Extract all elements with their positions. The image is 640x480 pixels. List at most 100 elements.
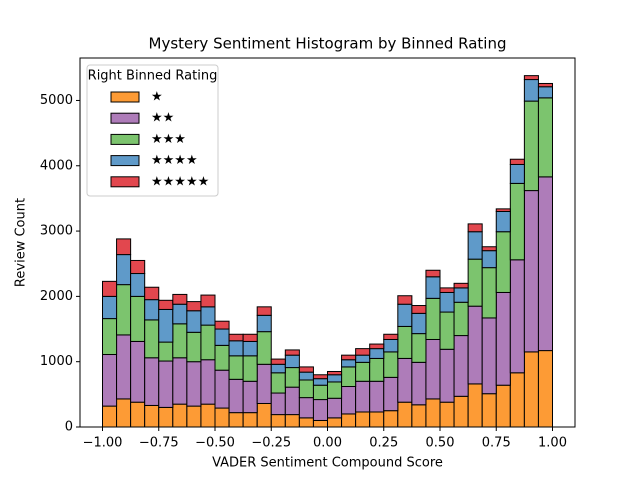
y-tick-label: 5000 (40, 93, 73, 108)
bar (411, 361, 427, 406)
bar (270, 372, 286, 394)
bar (256, 331, 272, 365)
x-tick-label: 1.00 (538, 436, 567, 451)
bar (355, 348, 371, 356)
bar (439, 287, 455, 293)
bar (411, 333, 427, 363)
legend-label: ★★★★★ (151, 174, 209, 189)
legend-title: Right Binned Rating (88, 69, 218, 84)
legend-swatch (110, 112, 140, 124)
bar (256, 314, 272, 333)
bar (453, 282, 469, 289)
bar (130, 295, 146, 342)
bar (158, 299, 174, 310)
bar (453, 335, 469, 397)
bar (200, 306, 216, 326)
bar (102, 318, 118, 356)
bar (256, 306, 272, 316)
bar (467, 231, 483, 260)
bar (467, 305, 483, 385)
bar (242, 412, 258, 428)
x-tick-label: −0.50 (195, 436, 235, 451)
legend-label: ★★★★ (151, 153, 198, 168)
bar (341, 354, 357, 361)
bar (481, 393, 497, 428)
legend-swatch (110, 133, 140, 145)
bar (116, 284, 132, 336)
bar (116, 254, 132, 286)
bar (369, 411, 385, 428)
legend-swatch (110, 91, 140, 103)
bar (270, 363, 286, 374)
bar (200, 294, 216, 308)
bar (369, 357, 385, 382)
bar (369, 348, 385, 359)
bar (144, 286, 160, 301)
bar (523, 75, 539, 81)
bar (144, 357, 160, 406)
bar (312, 374, 328, 380)
bar (481, 246, 497, 252)
bar (270, 414, 286, 428)
bar (214, 407, 230, 428)
bar (214, 369, 230, 409)
bar (144, 299, 160, 321)
bar (425, 276, 441, 299)
bar (467, 223, 483, 233)
bar (467, 383, 483, 428)
bar (537, 82, 553, 88)
bar (369, 380, 385, 413)
bar (369, 343, 385, 350)
x-tick-label: −0.75 (139, 436, 179, 451)
bar (341, 359, 357, 368)
bar (439, 348, 455, 403)
bar (327, 417, 343, 428)
bar (242, 355, 258, 382)
bar (172, 293, 188, 305)
x-tick-label: −0.25 (251, 436, 291, 451)
bar (425, 297, 441, 340)
bar (355, 354, 371, 363)
bar (523, 79, 539, 102)
bar (411, 312, 427, 335)
bar (158, 406, 174, 428)
bar (397, 325, 413, 359)
bar (411, 404, 427, 428)
bar (298, 397, 314, 419)
bar (158, 341, 174, 362)
bar (481, 267, 497, 319)
bar (284, 349, 300, 356)
bar (397, 303, 413, 327)
bar (270, 358, 286, 365)
x-axis-label: VADER Sentiment Compound Score (212, 456, 443, 471)
legend-label: ★ (151, 90, 163, 105)
y-tick-label: 1000 (40, 354, 73, 369)
bar (172, 303, 188, 325)
bar (327, 370, 343, 376)
bar (537, 176, 553, 352)
bar (130, 340, 146, 403)
bar (186, 310, 202, 333)
bar (200, 359, 216, 405)
bar (144, 319, 160, 359)
bar (411, 305, 427, 314)
bar (144, 404, 160, 428)
bar (228, 340, 244, 357)
bar (130, 401, 146, 428)
bar (425, 398, 441, 428)
bar (341, 366, 357, 388)
bar (495, 231, 511, 293)
y-tick-label: 4000 (40, 158, 73, 173)
y-tick-label: 3000 (40, 224, 73, 239)
x-tick-label: 0.00 (313, 436, 342, 451)
bar (537, 86, 553, 99)
bar (383, 410, 399, 428)
bar (355, 380, 371, 413)
bar (397, 295, 413, 305)
bar (495, 291, 511, 386)
bar (495, 384, 511, 428)
bar (453, 287, 469, 303)
bar (158, 360, 174, 408)
bar (116, 334, 132, 400)
